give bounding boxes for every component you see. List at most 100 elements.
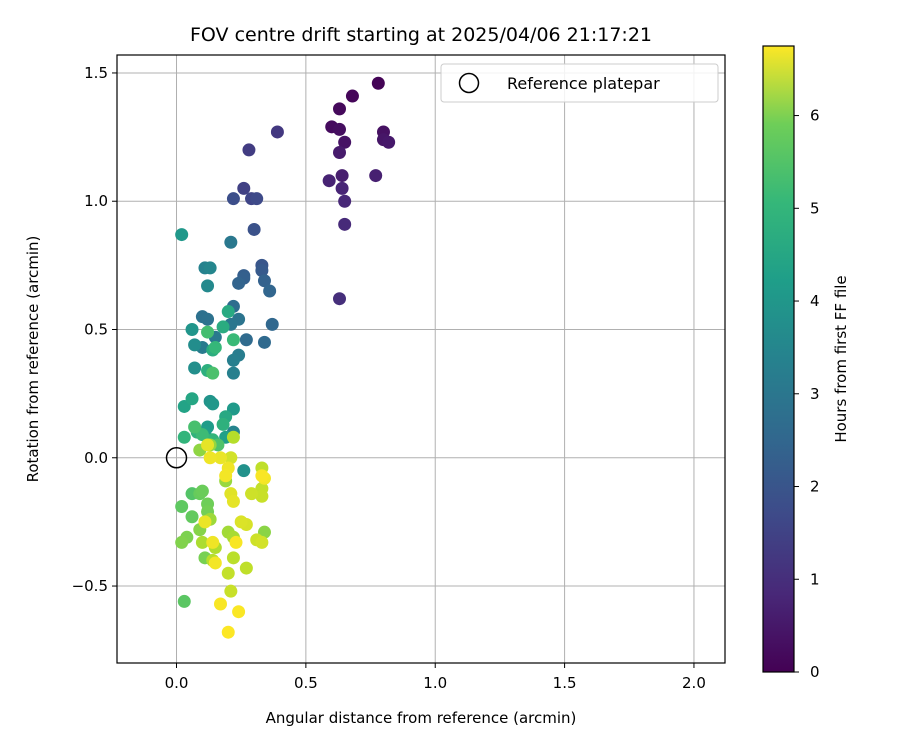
data-point	[201, 279, 215, 293]
data-point	[335, 181, 349, 195]
data-point	[216, 417, 230, 431]
data-point	[201, 325, 215, 339]
data-point	[232, 605, 246, 619]
data-point	[201, 438, 215, 452]
colorbar-tick-label: 5	[810, 199, 820, 217]
legend-reference-marker	[458, 72, 480, 94]
data-point	[226, 192, 240, 206]
data-point	[333, 145, 347, 159]
x-tick-label: 1.5	[553, 674, 577, 692]
data-point	[338, 135, 352, 149]
data-point	[226, 353, 240, 367]
data-point	[224, 451, 238, 465]
data-point	[175, 228, 189, 242]
legend: Reference platepar	[440, 63, 719, 103]
data-point	[232, 276, 246, 290]
colorbar-ticks: 0 1 2 3 4 5 6	[794, 107, 820, 681]
y-axis-label: Rotation from reference (arcmin)	[24, 236, 42, 483]
data-point	[229, 535, 243, 549]
colorbar-tick-label: 1	[810, 570, 820, 588]
data-point	[188, 338, 202, 352]
data-point	[188, 420, 202, 434]
data-point	[335, 169, 349, 183]
data-point	[224, 584, 238, 598]
data-point	[333, 102, 347, 116]
data-point	[226, 333, 240, 347]
data-point	[206, 397, 220, 411]
colorbar-tick-label: 6	[810, 107, 820, 125]
data-point	[195, 535, 209, 549]
data-point	[206, 535, 220, 549]
data-point	[195, 484, 209, 498]
data-point	[333, 122, 347, 136]
y-tick-label: −0.5	[72, 577, 108, 595]
data-point	[219, 469, 233, 483]
data-point	[257, 274, 271, 288]
y-tick-label: 1.0	[84, 192, 108, 210]
data-point	[206, 366, 220, 380]
plot-area	[117, 55, 725, 663]
data-point	[226, 494, 240, 508]
data-point	[185, 322, 199, 336]
legend-box	[440, 63, 719, 103]
data-point	[221, 625, 235, 639]
x-axis-label: Angular distance from reference (arcmin)	[266, 709, 577, 727]
data-point	[255, 469, 269, 483]
colorbar-label: Hours from first FF file	[832, 275, 850, 442]
data-point	[371, 76, 385, 90]
data-point	[185, 392, 199, 406]
data-point	[263, 284, 277, 298]
data-point	[201, 312, 215, 326]
chart-title: FOV centre drift starting at 2025/04/06 …	[190, 24, 652, 46]
data-point	[338, 217, 352, 231]
data-point	[369, 169, 383, 183]
data-point	[237, 464, 251, 478]
y-axis-ticks: −0.5 0.0 0.5 1.0 1.5	[72, 64, 117, 595]
colorbar-tick-label: 2	[810, 478, 820, 496]
colorbar: 0 1 2 3 4 5 6 Hours from first FF file	[762, 45, 850, 681]
data-point	[198, 515, 212, 529]
data-point	[216, 320, 230, 334]
data-point	[175, 500, 189, 514]
data-point	[208, 340, 222, 354]
y-tick-label: 0.5	[84, 320, 108, 338]
data-point	[247, 222, 261, 236]
data-point	[234, 515, 248, 529]
data-point	[255, 535, 269, 549]
data-point	[175, 535, 189, 549]
y-tick-label: 0.0	[84, 449, 108, 467]
data-point	[338, 194, 352, 208]
x-tick-label: 1.0	[423, 674, 447, 692]
x-tick-label: 2.0	[682, 674, 706, 692]
data-point	[382, 135, 396, 149]
data-point	[226, 366, 240, 380]
data-point	[203, 261, 217, 275]
data-point	[255, 489, 269, 503]
data-point	[221, 566, 235, 580]
x-axis-ticks: 0.0 0.5 1.0 1.5 2.0	[165, 663, 706, 692]
data-point	[188, 361, 202, 375]
data-point	[208, 556, 222, 570]
data-points	[175, 76, 396, 639]
data-point	[270, 125, 284, 139]
colorbar-gradient	[762, 45, 795, 673]
data-point	[213, 451, 227, 465]
data-point	[345, 89, 359, 103]
data-point	[250, 192, 264, 206]
data-point	[239, 333, 253, 347]
data-point	[221, 305, 235, 319]
colorbar-tick-label: 3	[810, 385, 820, 403]
data-point	[245, 487, 259, 501]
data-point	[224, 235, 238, 249]
data-point	[333, 292, 347, 306]
x-tick-label: 0.5	[294, 674, 318, 692]
data-point	[322, 174, 336, 188]
data-point	[177, 594, 191, 608]
data-point	[242, 143, 256, 157]
data-point	[255, 263, 269, 277]
y-tick-label: 1.5	[84, 64, 108, 82]
data-point	[203, 451, 217, 465]
legend-entry-reference-platepar: Reference platepar	[507, 74, 660, 93]
data-point	[226, 430, 240, 444]
